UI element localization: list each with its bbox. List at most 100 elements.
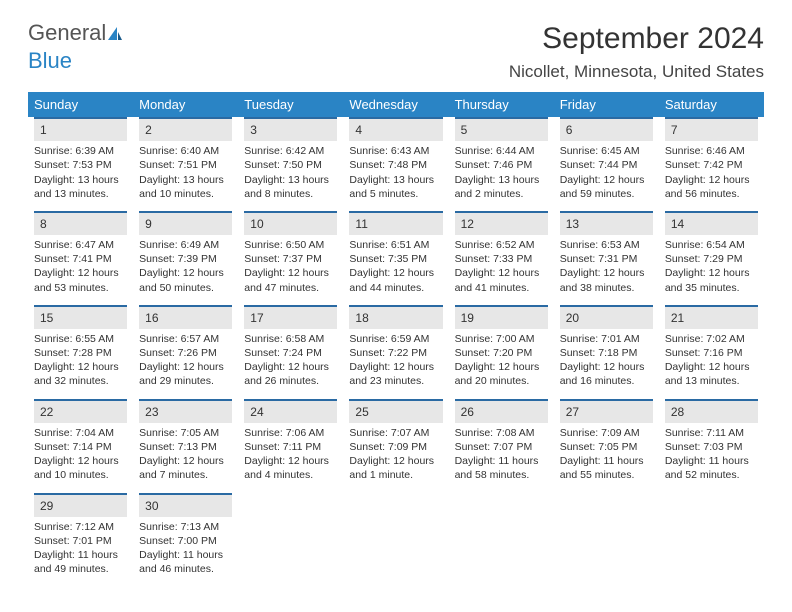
- calendar-cell: 7Sunrise: 6:46 AMSunset: 7:42 PMDaylight…: [659, 117, 764, 211]
- calendar-cell: 18Sunrise: 6:59 AMSunset: 7:22 PMDayligh…: [343, 305, 448, 399]
- logo-sail-icon: [106, 22, 124, 48]
- calendar-cell: 16Sunrise: 6:57 AMSunset: 7:26 PMDayligh…: [133, 305, 238, 399]
- daylight-line: Daylight: 13 hours and 8 minutes.: [244, 173, 337, 201]
- sunset-line: Sunset: 7:00 PM: [139, 534, 232, 548]
- daylight-line: Daylight: 12 hours and 23 minutes.: [349, 360, 442, 388]
- day-header: Friday: [554, 92, 659, 117]
- sunrise-line: Sunrise: 7:06 AM: [244, 426, 337, 440]
- calendar-cell: 1Sunrise: 6:39 AMSunset: 7:53 PMDaylight…: [28, 117, 133, 211]
- day-header: Wednesday: [343, 92, 448, 117]
- calendar-cell-empty: [449, 493, 554, 587]
- calendar-cell: 10Sunrise: 6:50 AMSunset: 7:37 PMDayligh…: [238, 211, 343, 305]
- calendar-cell-empty: [343, 493, 448, 587]
- daylight-line: Daylight: 11 hours and 46 minutes.: [139, 548, 232, 576]
- calendar-cell-empty: [238, 493, 343, 587]
- sunset-line: Sunset: 7:29 PM: [665, 252, 758, 266]
- day-header: Saturday: [659, 92, 764, 117]
- calendar-cell: 4 Sunrise: 6:43 AMSunset: 7:48 PMDaylight…: [343, 117, 448, 211]
- day-number: 13: [560, 211, 653, 235]
- daylight-line: Daylight: 12 hours and 16 minutes.: [560, 360, 653, 388]
- sunset-line: Sunset: 7:14 PM: [34, 440, 127, 454]
- sunrise-line: Sunrise: 7:00 AM: [455, 332, 548, 346]
- logo: General Blue: [28, 20, 124, 74]
- daylight-line: Daylight: 12 hours and 53 minutes.: [34, 266, 127, 294]
- daylight-line: Daylight: 12 hours and 29 minutes.: [139, 360, 232, 388]
- sunset-line: Sunset: 7:44 PM: [560, 158, 653, 172]
- daylight-line: Daylight: 12 hours and 32 minutes.: [34, 360, 127, 388]
- daylight-line: Daylight: 12 hours and 44 minutes.: [349, 266, 442, 294]
- calendar-cell: 14Sunrise: 6:54 AMSunset: 7:29 PMDayligh…: [659, 211, 764, 305]
- sunset-line: Sunset: 7:50 PM: [244, 158, 337, 172]
- sunrise-line: Sunrise: 6:57 AM: [139, 332, 232, 346]
- day-number: 8: [34, 211, 127, 235]
- sunset-line: Sunset: 7:48 PM: [349, 158, 442, 172]
- day-number: 16: [139, 305, 232, 329]
- day-number: 2: [139, 117, 232, 141]
- sunrise-line: Sunrise: 6:43 AM: [349, 144, 442, 158]
- day-number: 10: [244, 211, 337, 235]
- calendar-grid: SundayMondayTuesdayWednesdayThursdayFrid…: [28, 92, 764, 586]
- sunset-line: Sunset: 7:37 PM: [244, 252, 337, 266]
- day-header: Thursday: [449, 92, 554, 117]
- daylight-line: Daylight: 12 hours and 56 minutes.: [665, 173, 758, 201]
- daylight-line: Daylight: 12 hours and 38 minutes.: [560, 266, 653, 294]
- sunrise-line: Sunrise: 6:55 AM: [34, 332, 127, 346]
- day-number: 5: [455, 117, 548, 141]
- sunrise-line: Sunrise: 6:39 AM: [34, 144, 127, 158]
- day-number: 24: [244, 399, 337, 423]
- day-number: 4: [349, 117, 442, 141]
- day-number: 27: [560, 399, 653, 423]
- day-header: Tuesday: [238, 92, 343, 117]
- day-number: 15: [34, 305, 127, 329]
- sunrise-line: Sunrise: 6:46 AM: [665, 144, 758, 158]
- calendar-cell: 3Sunrise: 6:42 AMSunset: 7:50 PMDaylight…: [238, 117, 343, 211]
- day-number: 9: [139, 211, 232, 235]
- sunset-line: Sunset: 7:35 PM: [349, 252, 442, 266]
- sunset-line: Sunset: 7:16 PM: [665, 346, 758, 360]
- day-number: 14: [665, 211, 758, 235]
- daylight-line: Daylight: 12 hours and 59 minutes.: [560, 173, 653, 201]
- sunrise-line: Sunrise: 7:07 AM: [349, 426, 442, 440]
- day-number: 17: [244, 305, 337, 329]
- sunset-line: Sunset: 7:41 PM: [34, 252, 127, 266]
- daylight-line: Daylight: 12 hours and 35 minutes.: [665, 266, 758, 294]
- daylight-line: Daylight: 13 hours and 5 minutes.: [349, 173, 442, 201]
- daylight-line: Daylight: 11 hours and 49 minutes.: [34, 548, 127, 576]
- calendar-cell: 15Sunrise: 6:55 AMSunset: 7:28 PMDayligh…: [28, 305, 133, 399]
- calendar-cell: 22Sunrise: 7:04 AMSunset: 7:14 PMDayligh…: [28, 399, 133, 493]
- sunrise-line: Sunrise: 7:04 AM: [34, 426, 127, 440]
- day-number: 30: [139, 493, 232, 517]
- calendar-cell: 12Sunrise: 6:52 AMSunset: 7:33 PMDayligh…: [449, 211, 554, 305]
- day-number: 29: [34, 493, 127, 517]
- day-number: 12: [455, 211, 548, 235]
- calendar-cell: 17Sunrise: 6:58 AMSunset: 7:24 PMDayligh…: [238, 305, 343, 399]
- day-number: 26: [455, 399, 548, 423]
- day-number: 20: [560, 305, 653, 329]
- sunrise-line: Sunrise: 6:53 AM: [560, 238, 653, 252]
- day-number: 6: [560, 117, 653, 141]
- calendar-cell: 25Sunrise: 7:07 AMSunset: 7:09 PMDayligh…: [343, 399, 448, 493]
- calendar-cell: 9Sunrise: 6:49 AMSunset: 7:39 PMDaylight…: [133, 211, 238, 305]
- sunset-line: Sunset: 7:31 PM: [560, 252, 653, 266]
- daylight-line: Daylight: 12 hours and 10 minutes.: [34, 454, 127, 482]
- daylight-line: Daylight: 13 hours and 2 minutes.: [455, 173, 548, 201]
- sunrise-line: Sunrise: 7:13 AM: [139, 520, 232, 534]
- logo-text-blue: Blue: [28, 48, 72, 73]
- day-number: 18: [349, 305, 442, 329]
- daylight-line: Daylight: 13 hours and 10 minutes.: [139, 173, 232, 201]
- day-number: 19: [455, 305, 548, 329]
- sunset-line: Sunset: 7:05 PM: [560, 440, 653, 454]
- daylight-line: Daylight: 13 hours and 13 minutes.: [34, 173, 127, 201]
- sunset-line: Sunset: 7:07 PM: [455, 440, 548, 454]
- daylight-line: Daylight: 12 hours and 1 minute.: [349, 454, 442, 482]
- calendar-cell: 27Sunrise: 7:09 AMSunset: 7:05 PMDayligh…: [554, 399, 659, 493]
- page-title: September 2024: [28, 22, 764, 56]
- calendar-cell: 5Sunrise: 6:44 AMSunset: 7:46 PMDaylight…: [449, 117, 554, 211]
- calendar-cell: 2Sunrise: 6:40 AMSunset: 7:51 PMDaylight…: [133, 117, 238, 211]
- sunset-line: Sunset: 7:24 PM: [244, 346, 337, 360]
- daylight-line: Daylight: 12 hours and 26 minutes.: [244, 360, 337, 388]
- sunset-line: Sunset: 7:11 PM: [244, 440, 337, 454]
- calendar-cell: 20Sunrise: 7:01 AMSunset: 7:18 PMDayligh…: [554, 305, 659, 399]
- daylight-line: Daylight: 12 hours and 47 minutes.: [244, 266, 337, 294]
- day-number: 1: [34, 117, 127, 141]
